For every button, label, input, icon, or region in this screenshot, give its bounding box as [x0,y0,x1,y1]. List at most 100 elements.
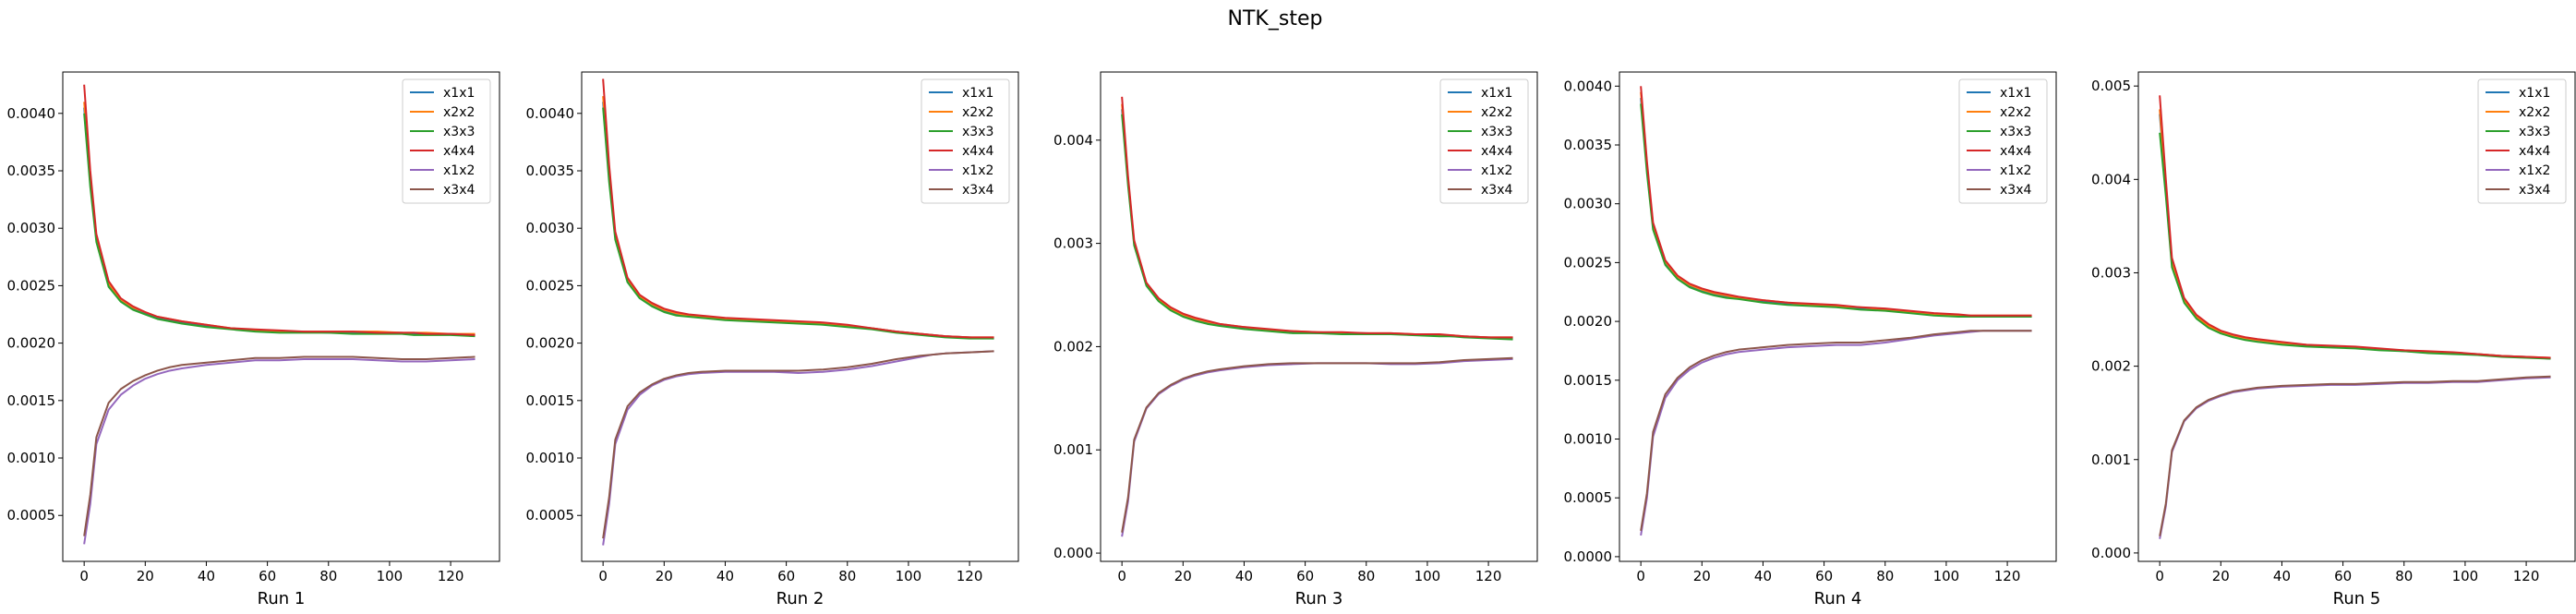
legend-label: x3x4 [443,183,475,198]
x-axis-label: Run 5 [2333,589,2381,608]
x-tick-label: 60 [2334,568,2352,584]
legend-box [921,78,1010,204]
legend-item-x1x1: x1x1 [1448,86,1512,101]
y-tick-label: 0.005 [2091,78,2131,94]
y-tick-label: 0.004 [2091,171,2131,187]
x-tick-label: 80 [1876,568,1894,584]
series-line-x4x4 [1121,96,1513,339]
legend-item-x1x2: x1x2 [1967,163,2031,178]
legend-item-x2x2: x2x2 [2486,105,2550,120]
x-tick-label: 100 [1414,568,1441,584]
legend-item-x2x2: x2x2 [929,105,993,120]
legend-item-x3x3: x3x3 [1967,125,2031,139]
x-tick-label: 20 [2212,568,2230,584]
y-tick-label: 0.0040 [1564,78,1613,94]
series-lines [83,84,475,545]
legend-label: x1x2 [1481,163,1512,178]
legend-item-x2x2: x2x2 [410,105,475,120]
y-tick-label: 0.0020 [7,335,56,352]
legend-label: x3x4 [2000,183,2031,198]
legend-label: x4x4 [2519,144,2550,159]
series-line-x4x4 [2159,95,2551,359]
y-tick-label: 0.004 [1053,132,1093,149]
axes-frame [2137,71,2576,562]
legend-label: x4x4 [1481,144,1512,159]
y-tick-label: 0.0005 [7,507,56,524]
x-tick-label: 60 [259,568,276,584]
subplot-run-5: 0 20 40 60 80 100 120 0.000 0.001 0.002 0.003 0.004… [2091,71,2576,608]
y-tick-label: 0.0040 [526,105,575,122]
legend-label: x3x4 [2519,183,2550,198]
series-line-x3x3 [1640,103,2032,318]
y-tick-label: 0.002 [2091,358,2131,375]
legend-label: x2x2 [443,105,475,120]
legend: x1x1 x2x2 x3x3 x4x4 x1x2 x3x4 [1958,78,2048,204]
axes-frame [1619,71,2057,562]
legend-item-x3x4: x3x4 [1448,183,1512,198]
legend-label: x4x4 [962,144,993,159]
x-tick-label: 20 [656,568,673,584]
x-axis-label: Run 1 [258,589,306,608]
legend-label: x3x3 [2519,125,2550,139]
legend-label: x2x2 [2519,105,2550,120]
y-tick-label: 0.000 [1053,545,1093,561]
x-tick-label: 20 [1693,568,1711,584]
legend-label: x3x3 [1481,125,1512,139]
legend: x1x1 x2x2 x3x3 x4x4 x1x2 x3x4 [2477,78,2567,204]
legend-label: x2x2 [962,105,993,120]
series-line-x3x3 [602,107,994,340]
legend-box [402,78,491,204]
legend-label: x1x1 [2519,86,2550,101]
legend-item-x1x1: x1x1 [1967,86,2031,101]
x-tick-label: 0 [2155,568,2164,584]
x-tick-label: 0 [1636,568,1645,584]
y-tick-label: 0.0030 [526,220,575,236]
legend-box [1439,78,1529,204]
series-line-x1x2 [83,358,475,545]
legend-item-x3x4: x3x4 [410,183,475,198]
y-tick-label: 0.0025 [7,277,56,294]
legend: x1x1 x2x2 x3x3 x4x4 x1x2 x3x4 [1439,78,1529,204]
y-tick-label: 0.0015 [7,392,56,409]
series-lines [602,78,994,546]
x-axis-label: Run 4 [1814,589,1862,608]
y-tick-label: 0.0010 [1564,431,1613,448]
y-tick-label: 0.002 [1053,338,1093,355]
x-tick-label: 120 [1994,568,2021,584]
y-tick-label: 0.0035 [526,163,575,179]
subplot-run-2: 0 20 40 60 80 100 120 0.0005 0.0010 0.0015 0.0020 0… [526,71,1019,608]
series-lines [1121,96,1513,537]
series-line-x3x3 [1121,114,1513,341]
legend-item-x1x2: x1x2 [410,163,475,178]
subplot-run-1: 0 20 40 60 80 100 120 0.0005 0.0010 0.0015 0.0020 0… [7,71,500,608]
x-tick-label: 0 [1117,568,1126,584]
legend-item-x4x4: x4x4 [1967,144,2031,159]
legend-item-x3x3: x3x3 [1448,125,1512,139]
legend-box [1958,78,2048,204]
y-tick-label: 0.0020 [1564,313,1613,330]
legend-label: x1x1 [962,86,993,101]
legend-item-x3x3: x3x3 [929,125,993,139]
axes-frame [581,71,1019,562]
axes-frame [1100,71,1538,562]
legend-label: x3x3 [962,125,993,139]
x-tick-label: 40 [2273,568,2291,584]
legend-label: x1x1 [2000,86,2031,101]
legend-item-x4x4: x4x4 [2486,144,2550,159]
legend-item-x3x4: x3x4 [929,183,993,198]
series-line-x3x3 [83,113,475,338]
y-tick-label: 0.0020 [526,335,575,352]
x-axis-label: Run 3 [1295,589,1343,608]
legend-label: x2x2 [2000,105,2031,120]
figure-title: NTK_step [1228,7,1323,30]
x-tick-label: 120 [438,568,464,584]
legend-item-x1x2: x1x2 [1448,163,1512,178]
series-line-x3x4 [602,350,994,539]
legend-label: x3x4 [1481,183,1512,198]
x-tick-label: 100 [377,568,403,584]
legend-item-x1x2: x1x2 [929,163,993,178]
subplots: 0 20 40 60 80 100 1200.00050.00100.00150.00200… [7,71,2576,608]
x-tick-label: 100 [2452,568,2479,584]
series-line-x4x4 [1640,86,2032,317]
